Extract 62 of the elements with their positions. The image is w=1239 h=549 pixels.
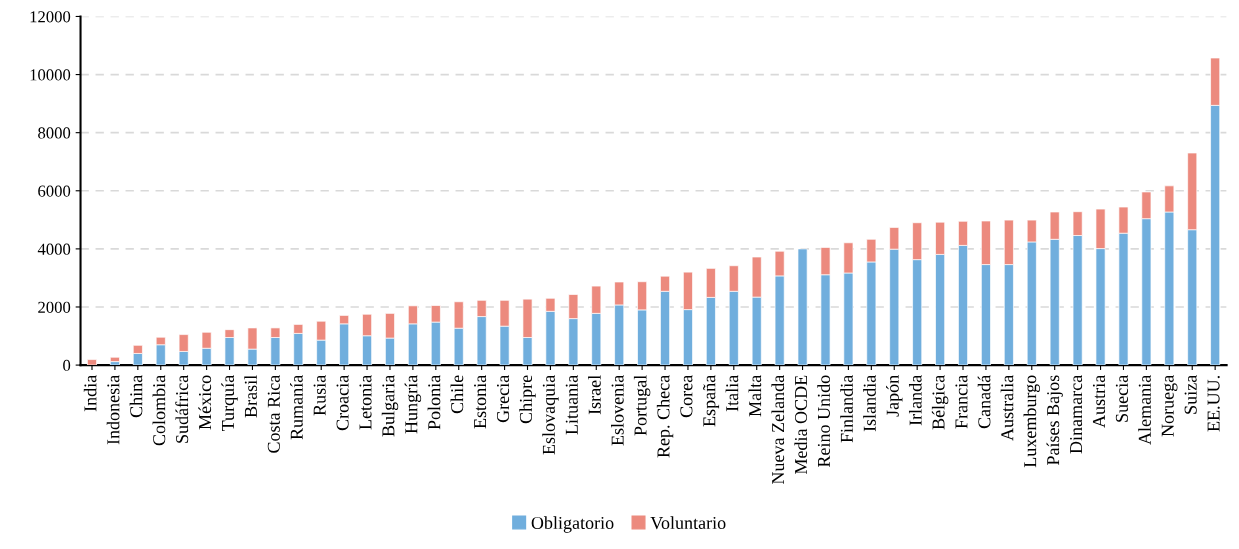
x-tick-label: Rep. Checa	[656, 375, 674, 458]
x-tick-label: México	[198, 375, 212, 430]
y-tick-label: 10000	[30, 69, 71, 81]
legend-label: Voluntario	[650, 516, 726, 530]
x-tick-label: Sudáfrica	[175, 375, 189, 443]
bar	[87, 359, 97, 366]
y-tick-label: 12000	[30, 11, 71, 23]
x-tick-label: Eslovaquia	[542, 375, 559, 455]
x-tick-label: Croacia	[336, 375, 349, 431]
y-tick-label: 2000	[38, 301, 71, 313]
x-tick-label: China	[129, 375, 143, 418]
x-tick-label: Corea	[680, 375, 693, 418]
bar	[109, 356, 120, 362]
x-tick-label: Francia	[955, 375, 968, 429]
x-tick-label: Polonia	[427, 375, 441, 430]
x-tick-label: Indonesia	[106, 375, 120, 445]
x-tick-label: Australia	[1000, 375, 1014, 441]
x-tick-label: Suecia	[1115, 375, 1128, 422]
x-tick-label: EE.UU.	[1207, 376, 1220, 432]
x-tick-label: Grecia	[496, 375, 510, 423]
bar	[797, 248, 808, 366]
x-tick-label: Alemania	[1138, 375, 1151, 445]
x-tick-label: Media OCDE	[794, 375, 808, 475]
x-tick-label: Italia	[725, 375, 739, 412]
y-tick-label: 0	[63, 359, 71, 372]
x-tick-label: Luxemburgo	[1023, 375, 1040, 468]
x-tick-label: Islandia	[863, 375, 876, 432]
x-tick-label: Rumanía	[290, 375, 303, 440]
x-tick-label: Portugal	[633, 375, 651, 436]
x-tick-label: Finlandia	[840, 375, 853, 443]
x-tick-label: Lituania	[565, 375, 578, 435]
x-tick-label: Letonia	[359, 375, 372, 430]
x-tick-label: Bélgica	[931, 375, 949, 430]
legend-label: Obligatorio	[531, 516, 614, 533]
x-tick-label: Chipre	[519, 375, 536, 424]
x-tick-label: Países Bajos	[1046, 375, 1063, 466]
y-tick-label: 6000	[38, 185, 71, 197]
y-tick-label: 4000	[37, 243, 71, 255]
x-tick-label: Nueva Zelanda	[771, 375, 785, 485]
x-tick-label: India	[83, 375, 97, 412]
x-tick-label: España	[703, 375, 720, 427]
x-tick-label: Japón	[886, 375, 903, 417]
x-tick-label: Bulgaria	[381, 375, 399, 437]
x-tick-label: Rusia	[313, 375, 326, 416]
x-tick-label: Malta	[748, 375, 762, 417]
x-tick-label: Canadá	[977, 375, 991, 429]
x-tick-label: Reino Unido	[817, 375, 830, 468]
x-tick-label: Estonia	[474, 375, 487, 429]
x-tick-label: Noruega	[1161, 375, 1178, 437]
x-tick-label: Suiza	[1184, 375, 1197, 414]
x-tick-label: Turquía	[221, 375, 238, 431]
x-tick-label: Hungría	[404, 375, 422, 434]
x-tick-label: Costa Rica	[267, 375, 280, 453]
y-tick-label: 8000	[38, 127, 71, 139]
x-tick-label: Irlanda	[908, 375, 922, 426]
x-tick-label: Brasil	[244, 375, 257, 418]
x-tick-label: Colombia	[152, 375, 166, 446]
x-tick-label: Israel	[588, 375, 601, 415]
x-tick-label: Dinamarca	[1070, 375, 1083, 454]
x-tick-label: Chile	[450, 375, 464, 414]
x-tick-label: Eslovenia	[611, 375, 624, 446]
x-tick-label: Austria	[1092, 375, 1106, 428]
